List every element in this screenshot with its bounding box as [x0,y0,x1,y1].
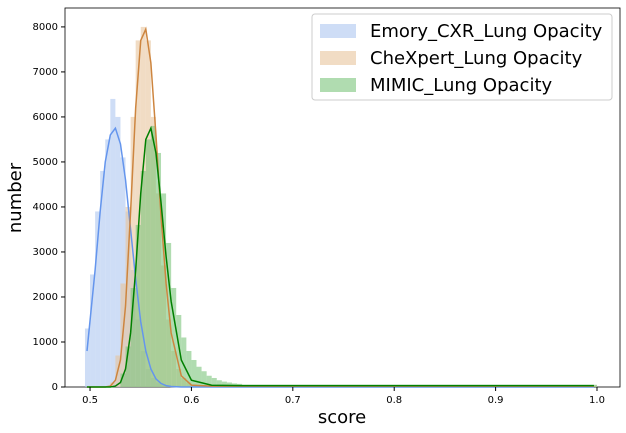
x-tick-label: 0.5 [82,395,98,406]
legend: Emory_CXR_Lung Opacity CheXpert_Lung Opac… [311,13,613,101]
histogram-bar [100,170,106,387]
kde-line [86,126,594,388]
x-tick-label: 0.8 [386,395,402,406]
y-axis-label: number [5,162,26,233]
histogram-bar [125,206,131,387]
histogram-bar [140,170,146,387]
legend-box [311,13,613,101]
histogram-bar [176,314,182,387]
y-tick-label: 0 [52,382,58,393]
histogram-bar [125,346,131,387]
x-tick-label: 1.0 [589,395,605,406]
legend-label: MIMIC_Lung Opacity [370,75,553,96]
histogram-bar [150,125,156,387]
histogram-bar [181,337,187,387]
x-tick-label: 0.6 [183,395,199,406]
kde-line [87,125,594,388]
y-tick-label: 5000 [33,157,58,168]
y-tick-label: 3000 [33,247,58,258]
histogram-bar [196,366,202,387]
y-tick-label: 7000 [33,67,58,78]
x-axis-label: score [318,407,366,428]
histogram-bar [206,375,212,387]
y-tick-label: 4000 [33,202,58,213]
x-tick-label: 0.9 [488,395,504,406]
y-tick-label: 1000 [33,337,58,348]
y-tick-label: 6000 [33,112,58,123]
histogram-bar [135,40,141,388]
histogram-bar [191,359,197,387]
histogram-bar [130,287,136,387]
y-tick-label: 8000 [33,22,58,33]
x-tick-label: 0.7 [285,395,301,406]
histogram-bar [211,377,217,387]
y-tick-label: 2000 [33,292,58,303]
histogram-bar [115,116,121,387]
legend-swatch [320,78,356,92]
legend-label: CheXpert_Lung Opacity [370,48,583,69]
histogram-bar [95,211,101,387]
histogram-bar [161,193,167,387]
histogram-bar [216,380,222,387]
histogram-bar [84,328,91,387]
legend-label: Emory_CXR_Lung Opacity [370,21,603,42]
plot-area [84,26,597,388]
histogram-bar [110,382,116,387]
histogram-bar [90,274,96,387]
histogram-bar [221,381,227,387]
histogram-bar [120,373,126,387]
histogram-bar [120,157,126,387]
histogram-bar [201,371,207,387]
histogram-bar [105,139,111,387]
histogram-bar [186,350,192,387]
histogram-bar [110,98,116,388]
histogram-bar [171,287,177,387]
legend-swatch [320,24,356,38]
legend-swatch [320,51,356,65]
histogram-bar [145,139,151,387]
histogram-bar [155,152,162,387]
